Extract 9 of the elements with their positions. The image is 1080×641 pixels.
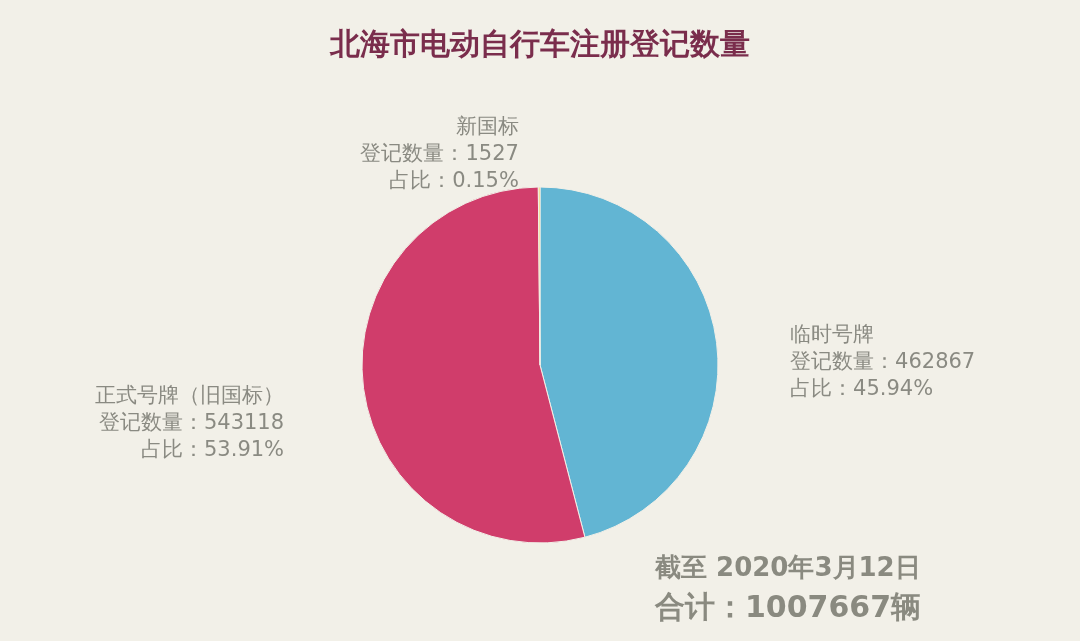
text: 合计：1007667辆 xyxy=(654,589,922,624)
data-label: 登记数量：462867 占比：45.94% xyxy=(790,348,976,400)
data-label: 登记数量：1527 占比：0.15% xyxy=(360,141,519,192)
chart-title: 北海市电动自行车注册登记数量 xyxy=(329,26,750,61)
slice-label: 临时号牌 xyxy=(790,321,875,346)
data-label: 登记数量：543118 占比：53.91% xyxy=(98,410,285,462)
text: 截至 2020年3月12日 xyxy=(654,552,921,582)
slice-label: 新国标 xyxy=(455,114,519,138)
slice-label: 正式号牌（旧国标） xyxy=(95,383,285,408)
